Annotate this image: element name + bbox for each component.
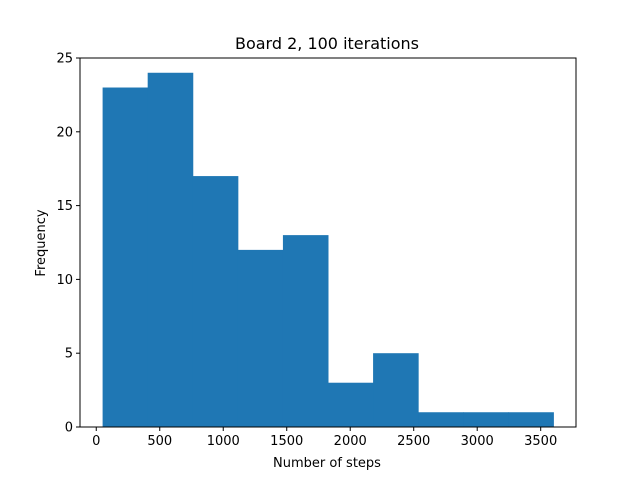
histogram-bar-8 (463, 412, 509, 427)
y-axis-label: Frequency (34, 209, 49, 276)
histogram-bar-5 (328, 382, 374, 427)
y-tick-label: 0 (65, 421, 73, 436)
y-tick-label: 25 (56, 52, 73, 67)
y-tick-label: 20 (56, 125, 73, 140)
histogram-bar-7 (418, 412, 464, 427)
x-axis-label: Number of steps (273, 456, 381, 471)
x-tick-label: 2500 (397, 434, 430, 449)
histogram-bar-6 (373, 353, 419, 427)
histogram-bar-0 (102, 87, 149, 428)
x-tick-label: 2000 (334, 434, 367, 449)
histogram-bar-4 (282, 235, 329, 427)
x-tick-label: 500 (147, 434, 172, 449)
histogram-bar-3 (237, 249, 284, 427)
x-tick-label: 1500 (270, 434, 303, 449)
chart-title: Board 2, 100 iterations (235, 34, 419, 53)
histogram-bar-2 (192, 176, 239, 427)
x-tick-label: 0 (92, 434, 100, 449)
y-tick-label: 15 (56, 199, 73, 214)
x-axis-ticks: 0 500 1000 1500 2000 2500 3000 3500 (92, 427, 557, 449)
bars-group (102, 72, 554, 428)
x-tick-label: 1000 (207, 434, 240, 449)
x-tick-label: 3500 (524, 434, 557, 449)
histogram-bar-9 (508, 412, 554, 427)
plot-frame (79, 57, 577, 428)
x-tick-label: 3000 (461, 434, 494, 449)
y-tick-label: 10 (56, 273, 73, 288)
histogram-bar-1 (147, 72, 194, 427)
y-tick-label: 5 (65, 347, 73, 362)
y-axis-ticks: 0 5 10 15 20 25 (56, 52, 80, 436)
